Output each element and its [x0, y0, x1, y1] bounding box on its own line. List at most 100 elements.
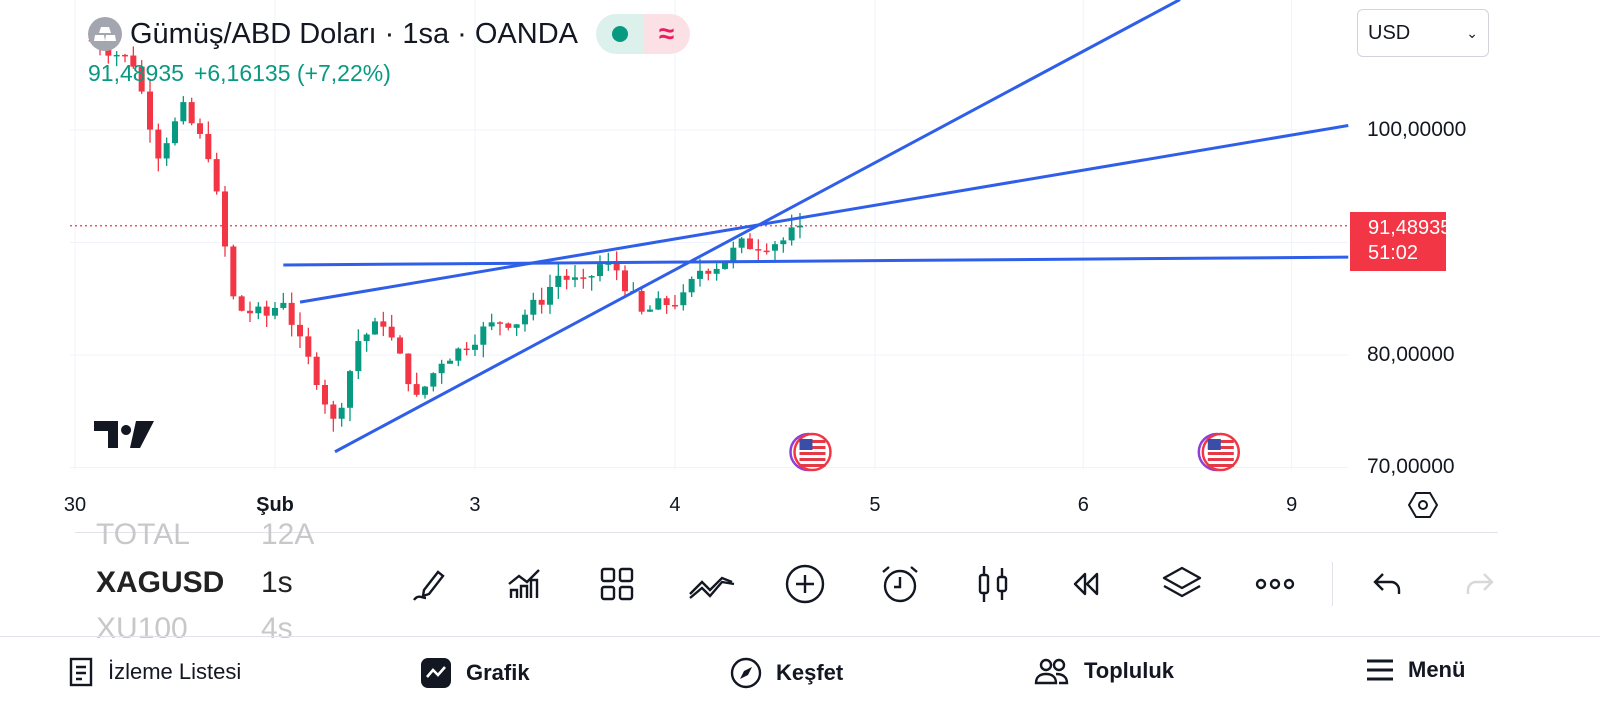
- symbol-title: Gümüş/ABD Doları · 1sa · OANDA: [130, 17, 578, 50]
- tab-watchlist[interactable]: İzleme Listesi: [68, 657, 241, 687]
- candle-body: [613, 263, 620, 271]
- chart-settings-button[interactable]: [1407, 490, 1439, 525]
- tab-label: Keşfet: [776, 660, 844, 685]
- currency-select[interactable]: USD ⌄: [1357, 9, 1489, 57]
- chart-tab-icon: [421, 658, 451, 688]
- alert-button[interactable]: [876, 560, 924, 608]
- tab-community[interactable]: Topluluk: [1034, 657, 1174, 685]
- candle-body: [155, 129, 162, 159]
- candle-body: [197, 123, 204, 134]
- add-button[interactable]: [781, 560, 829, 608]
- candle-body: [571, 277, 578, 280]
- chart-toolbar: [0, 560, 1600, 610]
- symbol-wheel-next[interactable]: XU100 4s: [96, 612, 293, 638]
- rewind-icon: [1073, 572, 1099, 596]
- candle-body: [330, 404, 337, 419]
- chart-type-button[interactable]: [969, 560, 1017, 608]
- more-button[interactable]: [1251, 560, 1299, 608]
- patterns-button[interactable]: [688, 560, 736, 608]
- price-tick: 80,00000: [1367, 343, 1455, 366]
- approx-icon: ≈: [643, 14, 690, 54]
- trendline: [299, 124, 1349, 304]
- pencil-icon: [413, 570, 445, 601]
- candle-body: [655, 298, 662, 310]
- candle-body: [555, 275, 562, 287]
- candle-body: [138, 66, 145, 92]
- candle-body: [588, 276, 595, 278]
- silver-bars-icon: [88, 17, 122, 51]
- last-price: 91,48935: [88, 60, 184, 86]
- hamburger-icon: [1367, 659, 1393, 681]
- candle-body: [455, 348, 462, 361]
- candle-body: [163, 143, 170, 159]
- symbol-header[interactable]: Gümüş/ABD Doları · 1sa · OANDA ≈: [88, 14, 690, 54]
- candle-body: [746, 238, 753, 250]
- layers-icon: [1162, 566, 1202, 598]
- candle-body: [296, 324, 303, 337]
- candle-body: [788, 227, 795, 241]
- undo-button[interactable]: [1363, 560, 1411, 608]
- compass-icon: [730, 657, 762, 689]
- candle-body: [105, 48, 112, 56]
- candle-body: [405, 353, 412, 385]
- candle-body: [421, 386, 428, 395]
- candle-body: [721, 260, 728, 269]
- quote-line: 91,48935 +6,16135 (+7,22%): [88, 60, 391, 87]
- candle-body: [496, 322, 503, 324]
- replay-button[interactable]: [1063, 560, 1111, 608]
- symbol-wheel-current[interactable]: XAGUSD 1s: [96, 566, 293, 599]
- time-tick: 6: [1077, 494, 1089, 516]
- tab-chart[interactable]: Grafik: [420, 657, 530, 689]
- candle-body: [530, 299, 537, 315]
- tab-menu[interactable]: Menü: [1366, 657, 1465, 683]
- candle-body: [388, 326, 395, 338]
- layers-button[interactable]: [1158, 560, 1206, 608]
- candle-body: [213, 159, 220, 192]
- candle-body: [130, 55, 137, 67]
- trendline: [283, 255, 1349, 267]
- draw-button[interactable]: [406, 560, 454, 608]
- chart-canvas[interactable]: [0, 0, 1500, 530]
- candle-body: [355, 341, 362, 372]
- candle-body: [205, 133, 212, 160]
- divider: [75, 532, 1498, 533]
- candle-body: [222, 191, 229, 247]
- candle-body: [463, 348, 470, 351]
- hexagon-settings-icon: [1407, 492, 1439, 518]
- price-tick: 70,00000: [1367, 455, 1455, 478]
- candle-body: [272, 307, 278, 316]
- candle-body: [646, 309, 653, 312]
- candle-body: [247, 310, 254, 314]
- candle-body: [621, 270, 628, 292]
- candle-body: [705, 270, 712, 274]
- layouts-button[interactable]: [593, 560, 641, 608]
- undo-icon: [1373, 573, 1401, 594]
- candle-body: [396, 337, 403, 354]
- candle-body: [288, 302, 295, 325]
- time-tick: 30: [63, 494, 87, 516]
- candles-icon: [978, 566, 1008, 602]
- candle-body: [755, 249, 762, 251]
- candle-body: [480, 326, 487, 345]
- candle-body: [580, 277, 587, 279]
- candle-body: [122, 54, 129, 57]
- bar-countdown: 51:02: [1368, 242, 1419, 264]
- symbol-wheel-prev[interactable]: TOTAL 12A: [96, 520, 315, 551]
- price-tick: 100,00000: [1367, 118, 1467, 141]
- candle-body: [696, 270, 703, 279]
- candle-body: [671, 304, 678, 307]
- grid-icon: [600, 567, 634, 601]
- tab-explore[interactable]: Keşfet: [730, 657, 843, 689]
- candle-body: [180, 102, 187, 122]
- patterns-icon: [689, 576, 735, 599]
- candle-body: [280, 302, 287, 308]
- redo-button[interactable]: [1456, 560, 1504, 608]
- indicators-button[interactable]: [501, 560, 549, 608]
- price-change: +6,16135 (+7,22%): [193, 60, 391, 86]
- candle-body: [546, 286, 553, 305]
- candle-body: [263, 306, 270, 316]
- time-tick: 4: [669, 494, 681, 516]
- status-pill[interactable]: ≈: [596, 14, 690, 54]
- time-tick: 9: [1286, 494, 1298, 516]
- candle-body: [730, 247, 737, 261]
